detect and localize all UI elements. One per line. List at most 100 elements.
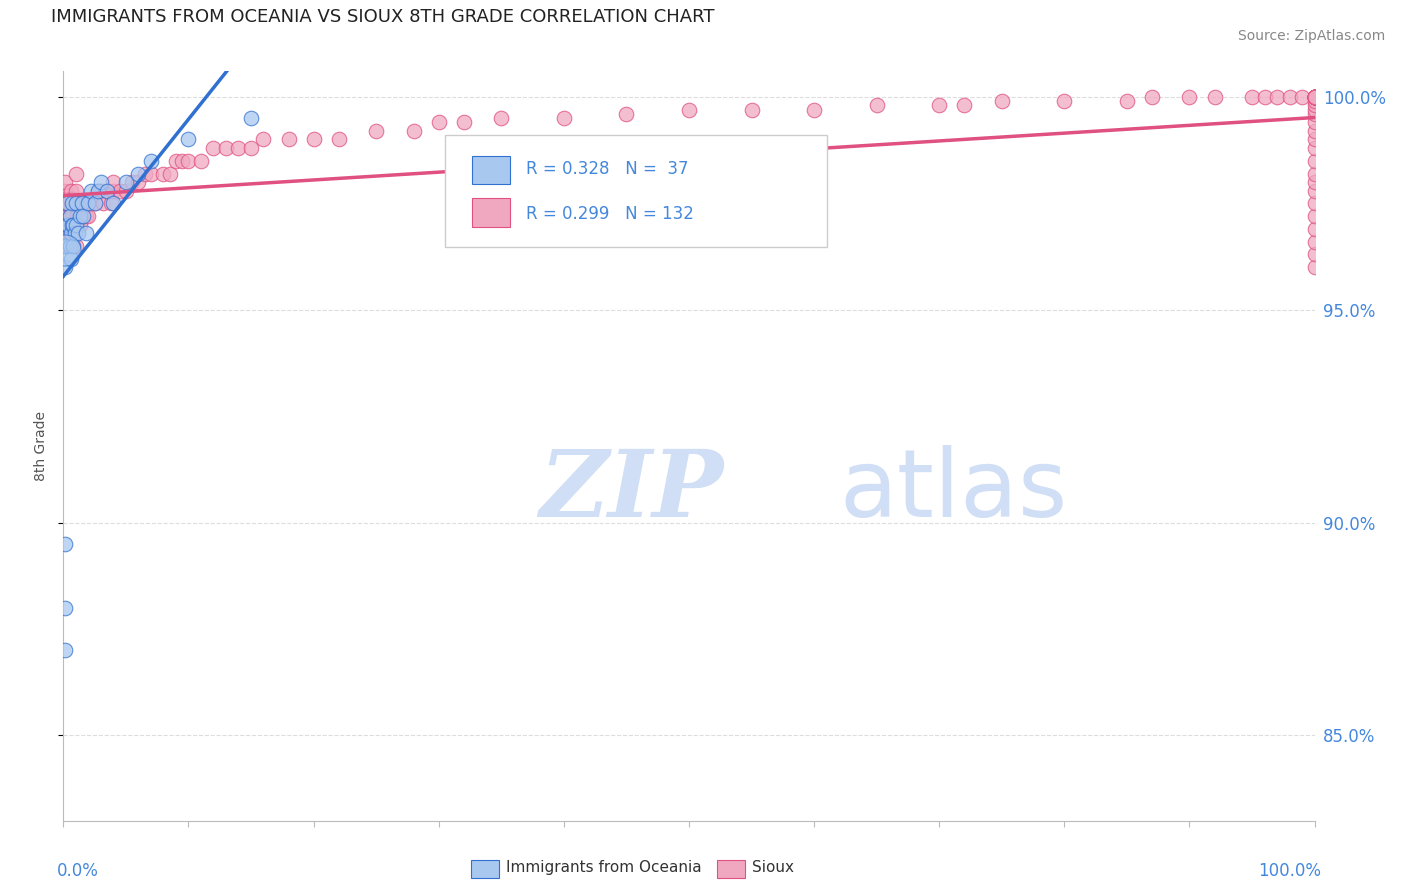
Point (56, 218, 79, 232)
Point (96, 184, 118, 198)
Point (65, 218, 87, 232)
Point (67, 196, 90, 211)
Point (139, 167, 162, 181)
Point (239, 141, 263, 155)
Point (83, 196, 105, 211)
Point (65, 167, 87, 181)
Point (103, 184, 125, 198)
Point (152, 167, 174, 181)
Point (56, 218, 79, 232)
Point (1303, 94, 1326, 108)
Point (1303, 90, 1326, 104)
Point (60, 226, 83, 240)
Point (56, 239, 79, 253)
Point (202, 141, 225, 155)
Point (65, 239, 87, 253)
Point (69, 209, 91, 223)
Point (277, 132, 299, 146)
Point (177, 132, 200, 146)
Point (65, 218, 87, 232)
Point (53, 239, 76, 253)
Point (991, 94, 1014, 108)
Point (55, 226, 77, 240)
Point (165, 153, 187, 168)
Point (1303, 209, 1326, 223)
Point (1303, 90, 1326, 104)
Point (58, 226, 80, 240)
Point (91, 196, 114, 211)
Point (1303, 103, 1326, 117)
Point (1303, 90, 1326, 104)
Point (58, 209, 80, 223)
Point (302, 132, 325, 146)
Point (453, 115, 475, 129)
Point (53, 184, 76, 198)
Point (616, 107, 638, 121)
Point (56, 196, 79, 211)
Point (75, 209, 97, 223)
Point (1303, 90, 1326, 104)
Point (1253, 90, 1275, 104)
Point (1053, 94, 1076, 108)
Point (115, 175, 138, 189)
Point (53, 643, 76, 657)
Point (1303, 90, 1326, 104)
Point (77, 196, 100, 211)
Point (553, 112, 575, 126)
Point (53, 196, 76, 211)
Point (1303, 90, 1326, 104)
Point (1204, 90, 1226, 104)
Point (1303, 115, 1326, 129)
Point (75, 226, 97, 240)
Point (55, 209, 77, 223)
Point (60, 218, 83, 232)
Point (63, 218, 86, 232)
Point (60, 192, 83, 206)
Point (1303, 141, 1326, 155)
Point (53, 243, 76, 257)
Point (1303, 167, 1326, 181)
Point (58, 209, 80, 223)
Point (928, 98, 950, 112)
Point (1303, 90, 1326, 104)
Point (1178, 90, 1201, 104)
Point (59, 226, 82, 240)
Point (1303, 90, 1326, 104)
Point (72, 209, 94, 223)
Point (103, 175, 125, 189)
Point (59, 218, 82, 232)
Point (427, 115, 450, 129)
Point (53, 218, 76, 232)
Point (1303, 90, 1326, 104)
Point (134, 167, 156, 181)
Point (1303, 90, 1326, 104)
Point (1303, 107, 1326, 121)
Point (177, 153, 200, 168)
Point (1116, 94, 1139, 108)
Point (121, 175, 143, 189)
Point (1303, 98, 1326, 112)
Point (87, 184, 110, 198)
Point (58, 192, 80, 206)
Point (1303, 90, 1326, 104)
Point (65, 196, 87, 211)
Point (866, 98, 889, 112)
Point (59, 252, 82, 266)
Point (1303, 90, 1326, 104)
Point (1303, 175, 1326, 189)
Point (90, 175, 112, 189)
Point (62, 239, 84, 253)
Point (59, 201, 82, 215)
Point (741, 103, 763, 117)
Point (402, 124, 425, 138)
Point (1303, 90, 1326, 104)
Point (1278, 90, 1301, 104)
Text: R = 0.328   N =  37: R = 0.328 N = 37 (526, 160, 689, 178)
Point (366, 124, 388, 138)
Text: atlas: atlas (839, 445, 1067, 537)
Point (252, 132, 274, 146)
Point (1303, 90, 1326, 104)
Point (127, 175, 149, 189)
Point (1303, 222, 1326, 236)
Point (1303, 90, 1326, 104)
